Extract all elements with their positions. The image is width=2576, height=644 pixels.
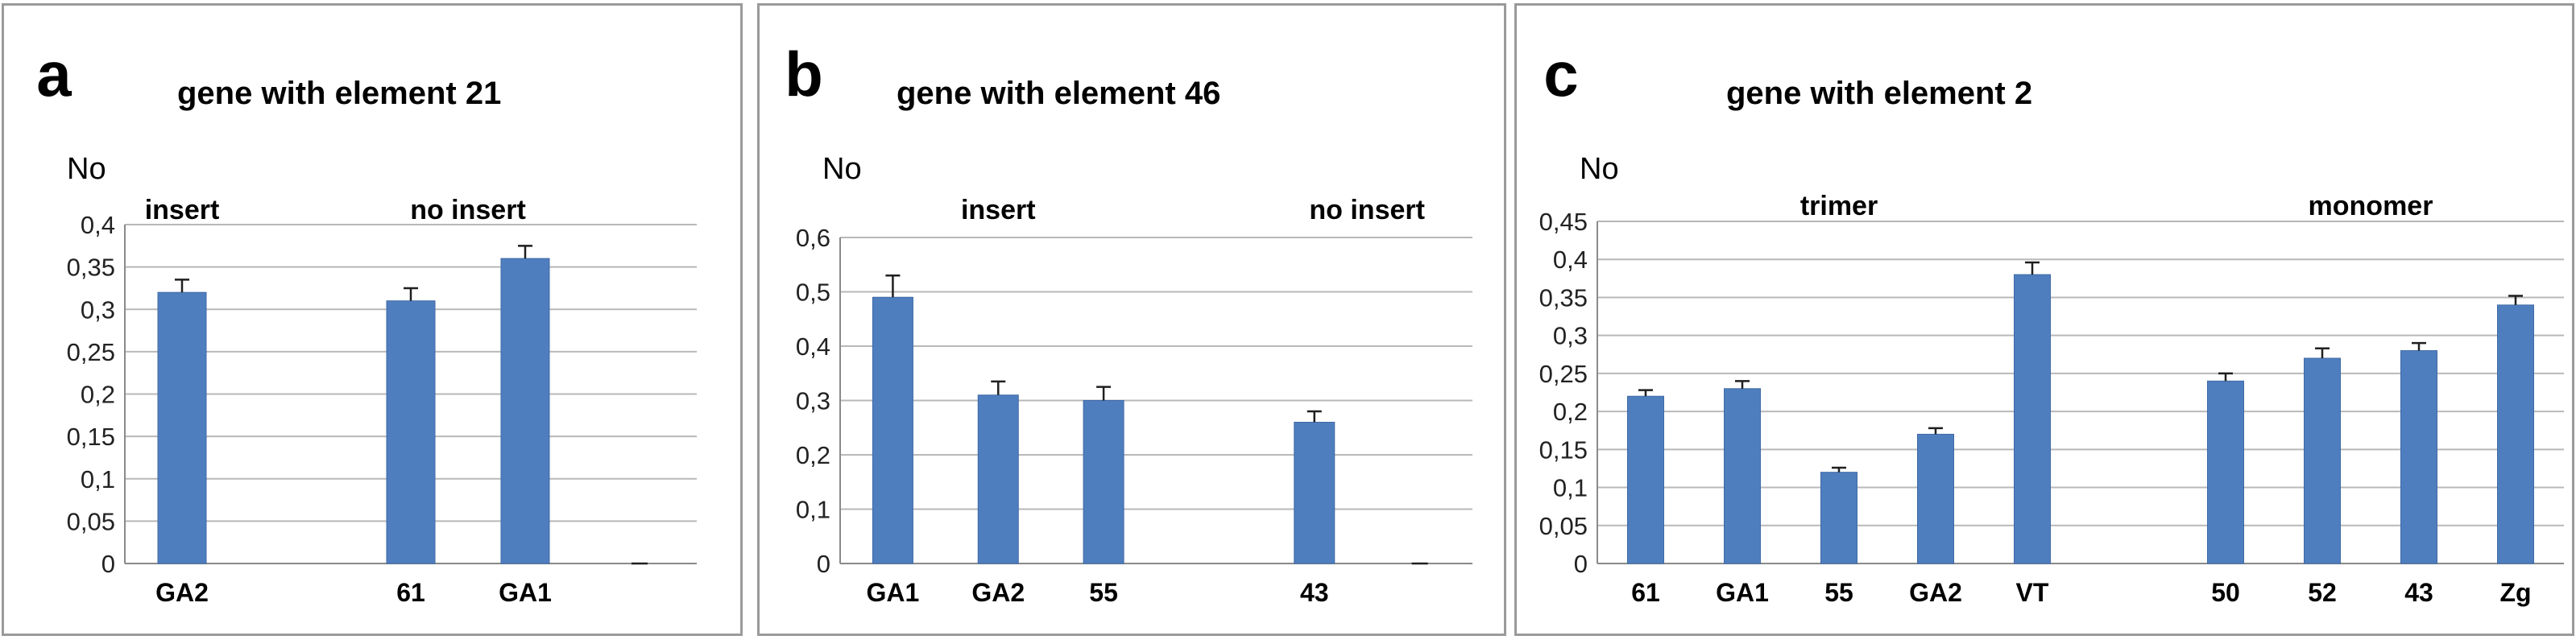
bar bbox=[1627, 395, 1664, 564]
x-category-label: GA1 bbox=[867, 578, 920, 607]
group-label: no insert bbox=[410, 195, 526, 225]
y-tick-label: 0,15 bbox=[67, 423, 115, 451]
panel-letter: a bbox=[36, 39, 72, 109]
bar bbox=[157, 291, 207, 564]
chart-title: gene with element 2 bbox=[1726, 76, 2032, 111]
y-axis-label: No bbox=[67, 152, 106, 186]
bar bbox=[2304, 357, 2341, 564]
x-category-label: GA1 bbox=[1716, 578, 1769, 607]
y-tick-label: 0,3 bbox=[1553, 322, 1588, 350]
bar bbox=[1917, 433, 1954, 564]
y-tick-label: 0,35 bbox=[67, 254, 115, 282]
y-tick-label: 0,5 bbox=[796, 279, 830, 307]
y-tick-label: 0,3 bbox=[796, 387, 830, 415]
chart-svg-b: b gene with element 46 No 0 0,1 0,2 0,3 0,4 0,5 0… bbox=[785, 39, 1472, 607]
y-tick-label: 0,4 bbox=[1553, 246, 1588, 274]
panel-letter: b bbox=[785, 39, 823, 109]
x-category-label: 43 bbox=[2404, 578, 2433, 607]
chart-svg-c: c gene with element 2 No 0 0,05 0,1 0,15 0,2 0,2… bbox=[1539, 39, 2564, 607]
x-category-label: 61 bbox=[396, 578, 425, 607]
x-category-label: 50 bbox=[2211, 578, 2240, 607]
y-tick-label: 0,2 bbox=[1553, 398, 1588, 426]
chart-svg-a: a gene with element 21 No 0 0,05 0,1 0,15 0,2 0,… bbox=[36, 39, 697, 607]
y-tick-label: 0,25 bbox=[1539, 360, 1588, 388]
bar bbox=[872, 296, 913, 564]
y-tick-label: 0 bbox=[101, 550, 115, 578]
y-tick-label: 0,05 bbox=[1539, 512, 1588, 540]
y-tick-label: 0,4 bbox=[81, 211, 115, 239]
bar bbox=[500, 258, 550, 564]
bar bbox=[977, 394, 1019, 564]
y-tick-label: 0,1 bbox=[81, 465, 115, 493]
x-category-label: 43 bbox=[1300, 578, 1329, 607]
x-category-label: Zg bbox=[2499, 578, 2531, 607]
bar bbox=[2014, 274, 2051, 564]
x-category-label: 52 bbox=[2308, 578, 2337, 607]
chart-panel-c: c gene with element 2 No 0 0,05 0,1 0,15 0,2 0,2… bbox=[1514, 3, 2574, 636]
x-category-label: GA2 bbox=[155, 578, 209, 607]
y-tick-label: 0,1 bbox=[796, 496, 830, 524]
group-label: insert bbox=[961, 195, 1036, 225]
x-category-label: GA2 bbox=[971, 578, 1025, 607]
bar bbox=[2497, 304, 2534, 564]
x-category-label: GA1 bbox=[499, 578, 552, 607]
x-category-label: GA2 bbox=[1909, 578, 1962, 607]
chart-panel-a: a gene with element 21 No 0 0,05 0,1 0,15 0,2 0,… bbox=[2, 3, 743, 636]
y-tick-label: 0 bbox=[1574, 550, 1588, 578]
y-tick-label: 0,45 bbox=[1539, 208, 1588, 236]
bar bbox=[1724, 388, 1761, 564]
y-tick-label: 0,2 bbox=[81, 381, 115, 409]
group-label: trimer bbox=[1800, 191, 1878, 221]
chart-panel-b: b gene with element 46 No 0 0,1 0,2 0,3 0,4 0,5 0… bbox=[757, 3, 1506, 636]
y-tick-label: 0,35 bbox=[1539, 283, 1588, 312]
x-category-label: 61 bbox=[1631, 578, 1660, 607]
y-tick-label: 0 bbox=[817, 550, 830, 578]
y-tick-label: 0,4 bbox=[796, 332, 830, 361]
chart-title: gene with element 21 bbox=[177, 76, 501, 111]
y-tick-label: 0,15 bbox=[1539, 436, 1588, 464]
chart-title: gene with element 46 bbox=[897, 76, 1220, 111]
y-axis-label: No bbox=[822, 152, 862, 186]
bar bbox=[1083, 400, 1124, 564]
bar bbox=[1294, 422, 1336, 564]
y-tick-label: 0,25 bbox=[67, 338, 115, 366]
y-tick-label: 0,1 bbox=[1553, 474, 1588, 502]
bar bbox=[2207, 380, 2244, 564]
y-tick-label: 0,3 bbox=[81, 295, 115, 324]
group-label: no insert bbox=[1309, 195, 1425, 225]
bar bbox=[386, 300, 436, 564]
group-label: monomer bbox=[2309, 191, 2433, 221]
panel-letter: c bbox=[1543, 39, 1578, 109]
x-category-label: VT bbox=[2016, 578, 2049, 607]
group-label: insert bbox=[145, 195, 220, 225]
y-tick-label: 0,6 bbox=[796, 224, 830, 252]
x-category-label: 55 bbox=[1089, 578, 1118, 607]
y-axis-label: No bbox=[1580, 152, 1619, 186]
bar bbox=[1820, 472, 1857, 564]
y-tick-label: 0,05 bbox=[67, 507, 115, 535]
x-category-label: 55 bbox=[1824, 578, 1853, 607]
y-tick-label: 0,2 bbox=[796, 441, 830, 469]
bar bbox=[2400, 350, 2437, 564]
